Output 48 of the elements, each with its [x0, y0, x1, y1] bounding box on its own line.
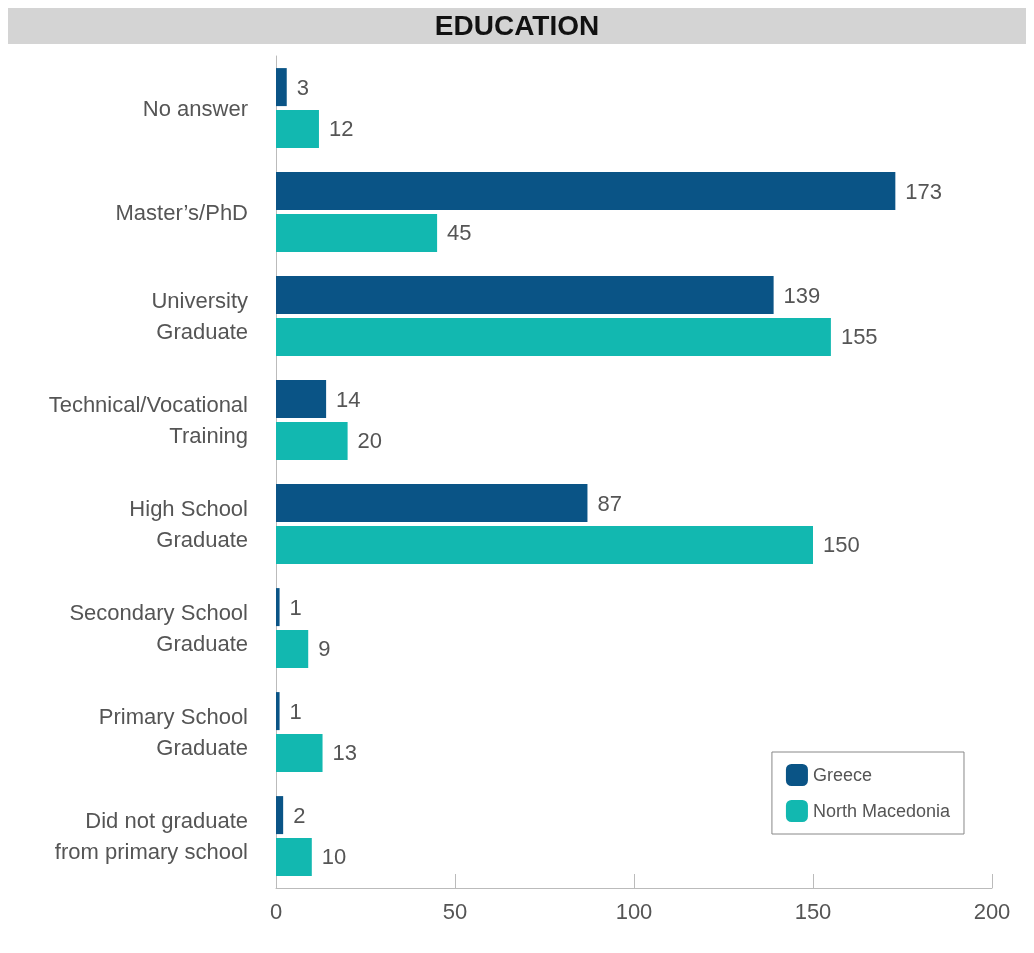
- bar: [276, 629, 309, 668]
- x-tick-label: 0: [269, 898, 283, 924]
- bar: [276, 317, 831, 356]
- data-label: 139: [783, 282, 821, 308]
- data-label: 2: [293, 802, 306, 828]
- data-label: 20: [357, 428, 383, 454]
- y-tick-label: No answer: [142, 95, 248, 121]
- bar: [276, 421, 348, 460]
- chart-title: EDUCATION: [8, 8, 1026, 44]
- data-label: 173: [905, 178, 943, 204]
- data-label: 3: [296, 74, 309, 100]
- bar: [276, 525, 813, 564]
- legend-label: Greece: [812, 765, 872, 785]
- y-tick-label: Did not graduate from primary school: [54, 808, 248, 864]
- bar: [276, 68, 287, 107]
- y-tick-label: High School Graduate: [129, 496, 248, 552]
- x-tick-label: 150: [794, 898, 832, 924]
- bar: [276, 276, 774, 315]
- x-tick-label: 100: [615, 898, 653, 924]
- legend-label: North Macedonia: [812, 801, 951, 821]
- bar: [276, 213, 438, 252]
- x-tick-label: 200: [973, 898, 1011, 924]
- data-label: 87: [597, 490, 622, 516]
- bar: [276, 484, 588, 523]
- bar: [276, 733, 323, 772]
- data-label: 150: [823, 532, 860, 558]
- y-tick-label: Secondary School Graduate: [69, 600, 248, 656]
- bar: [276, 172, 896, 211]
- data-label: 155: [840, 324, 878, 350]
- bar: [276, 796, 284, 835]
- data-label: 13: [332, 740, 358, 766]
- bar: [276, 692, 280, 731]
- data-label: 12: [328, 116, 354, 142]
- y-tick-label: University Graduate: [151, 288, 248, 344]
- bar: [276, 109, 319, 148]
- data-label: 1: [289, 698, 302, 724]
- data-label: 10: [321, 844, 347, 870]
- bar: [276, 837, 312, 876]
- bar: [276, 380, 327, 419]
- y-tick-label: Technical/Vocational Training: [48, 392, 248, 448]
- data-label: 1: [289, 594, 302, 620]
- x-tick-label: 50: [442, 898, 468, 924]
- bar: [276, 588, 280, 627]
- data-label: 14: [336, 386, 361, 412]
- data-label: 9: [318, 636, 331, 662]
- data-label: 45: [447, 220, 472, 246]
- y-tick-label: Primary School Graduate: [98, 704, 248, 760]
- y-tick-label: Master’s/PhD: [115, 199, 248, 225]
